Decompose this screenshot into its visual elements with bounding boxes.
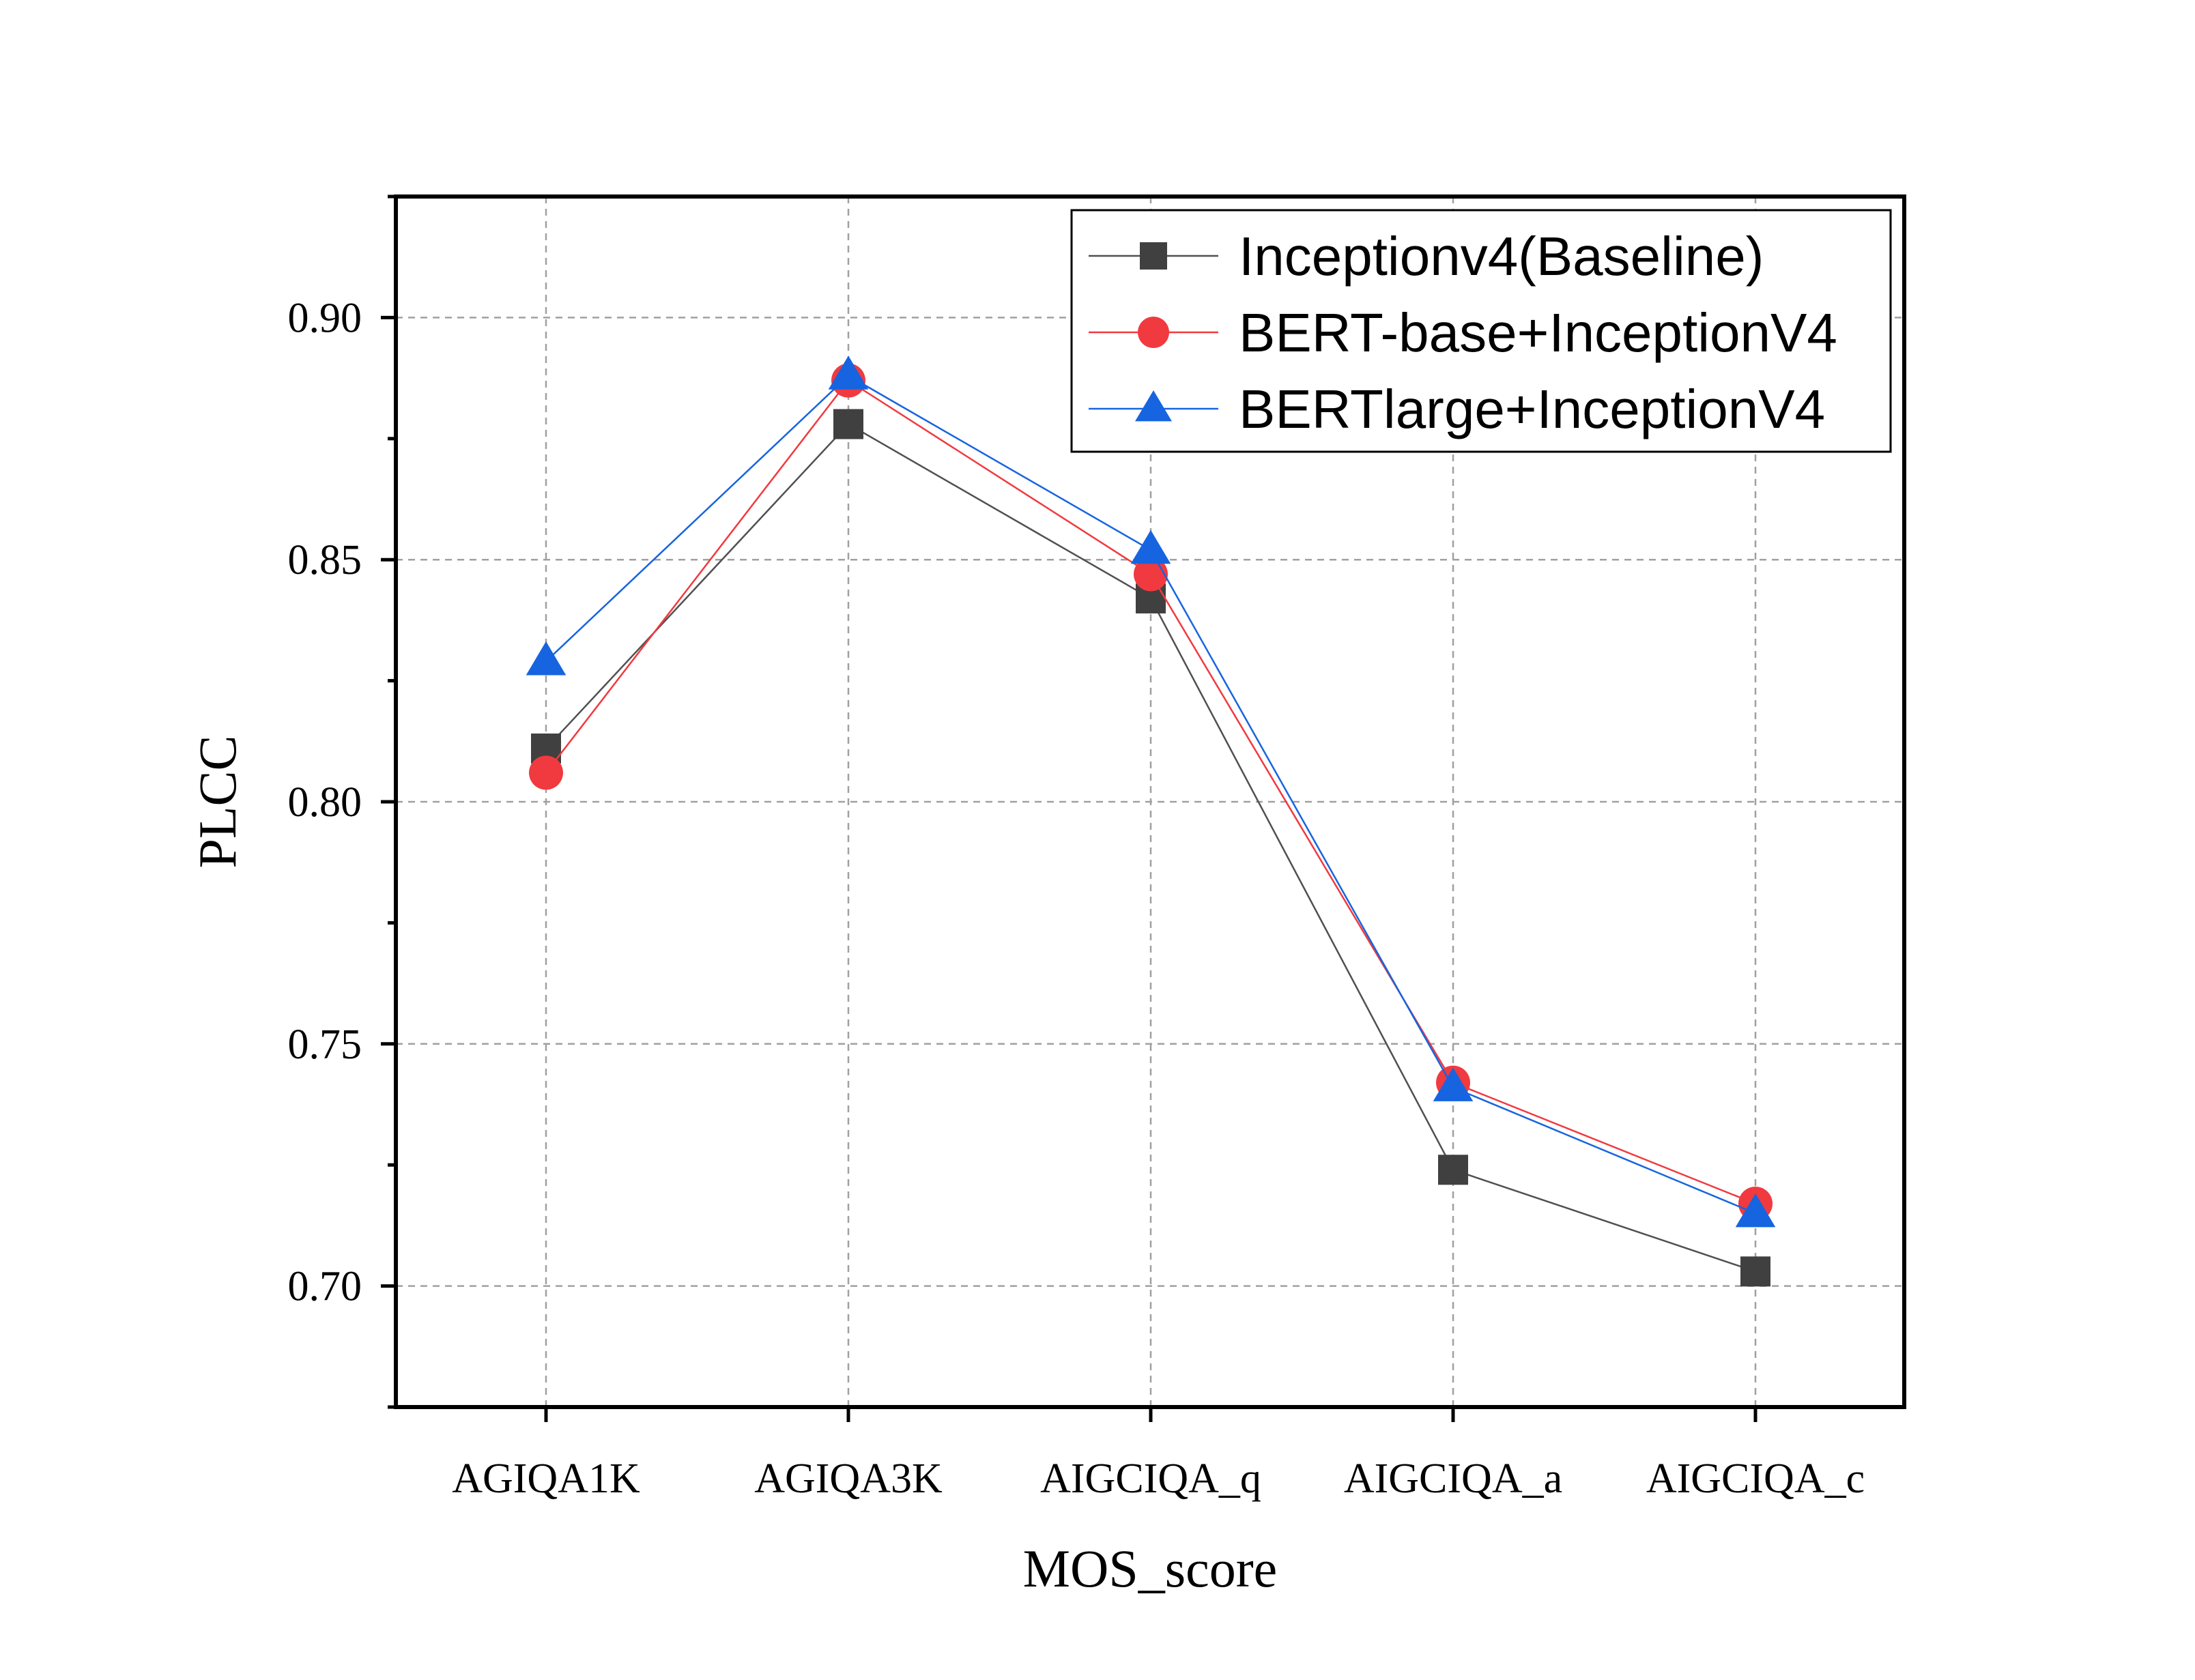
data-point-square xyxy=(833,409,863,439)
legend-box xyxy=(1070,209,1892,453)
data-point-triangle xyxy=(828,356,869,390)
legend-entry: BERTlarge+InceptionV4 xyxy=(1089,379,1825,439)
series-line xyxy=(545,375,1756,1215)
x-axis-title: MOS_score xyxy=(1023,1539,1278,1598)
data-point-triangle xyxy=(526,641,566,676)
legend: Inceptionv4(Baseline) BERT-base+Inception… xyxy=(1070,209,1892,453)
legend-label: BERT-base+InceptionV4 xyxy=(1239,302,1837,363)
x-tick-label: AIGCIQA_a xyxy=(1344,1455,1562,1502)
y-axis-title: PLCC xyxy=(188,735,247,868)
y-tick-label: 0.70 xyxy=(288,1264,362,1310)
y-tick-label: 0.80 xyxy=(288,779,362,826)
x-tick-label: AIGCIQA_c xyxy=(1646,1455,1865,1502)
x-tick-label: AGIQA3K xyxy=(754,1455,943,1502)
data-point-circle xyxy=(529,755,563,790)
series-2 xyxy=(526,356,1776,1228)
data-point-triangle xyxy=(1433,1067,1474,1101)
legend-entry: BERT-base+InceptionV4 xyxy=(1089,302,1837,363)
y-tick-label: 0.75 xyxy=(288,1022,362,1068)
x-tick-label: AGIQA1K xyxy=(452,1455,640,1502)
legend-label: BERTlarge+InceptionV4 xyxy=(1239,379,1825,439)
legend-entry: Inceptionv4(Baseline) xyxy=(1089,226,1764,287)
data-point-circle xyxy=(1138,317,1169,348)
data-point-triangle xyxy=(1735,1193,1776,1228)
series-layer xyxy=(526,356,1776,1287)
x-tick-label: AIGCIQA_q xyxy=(1040,1455,1261,1502)
y-tick-label: 0.90 xyxy=(288,295,362,341)
data-point-triangle xyxy=(1135,390,1172,422)
axes: AGIQA1K AGIQA3K AIGCIQA_q AIGCIQA_a AIGCIQA_… xyxy=(288,194,1865,1502)
data-point-square xyxy=(1140,242,1167,270)
data-point-square xyxy=(1438,1155,1468,1185)
y-tick-label: 0.85 xyxy=(288,537,362,583)
data-point-square xyxy=(1740,1256,1770,1287)
data-point-triangle xyxy=(1130,530,1171,564)
legend-label: Inceptionv4(Baseline) xyxy=(1239,226,1764,287)
